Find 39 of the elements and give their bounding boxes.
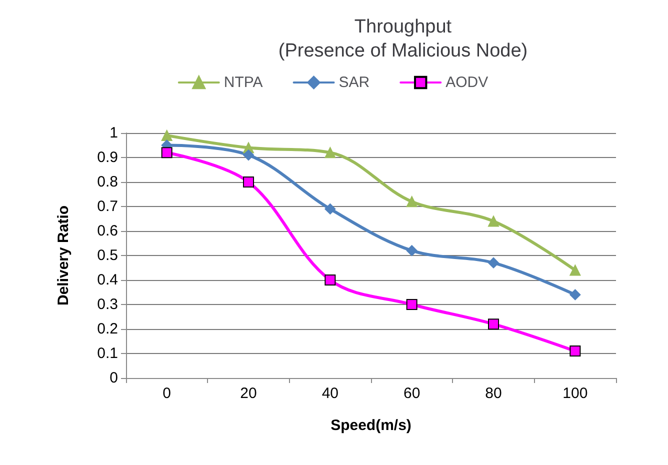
point	[406, 299, 418, 310]
point	[488, 216, 499, 227]
point	[488, 318, 499, 330]
point	[243, 150, 254, 161]
x-tick-label: 100	[562, 385, 588, 402]
point	[161, 147, 172, 158]
y-tick-label: 0.5	[97, 247, 118, 264]
y-axis-title: Delivery Ratio	[55, 205, 72, 306]
y-tick-label: 0	[110, 370, 118, 386]
point	[243, 176, 254, 188]
x-axis-title: Speed(m/s)	[330, 417, 412, 434]
point	[161, 130, 172, 141]
x-tick-label: 40	[322, 385, 339, 402]
y-tick-label: 0.2	[97, 320, 118, 338]
chart-title: Throughput (Presence of Malicious Node)	[278, 16, 528, 62]
y-tick-label: 0.4	[97, 272, 118, 288]
point	[488, 257, 499, 268]
point	[570, 264, 581, 276]
legend-label: NTPA	[224, 74, 263, 91]
point	[570, 346, 581, 357]
x-tick-label: 80	[485, 385, 502, 402]
y-tick-label: 0.7	[97, 198, 118, 215]
x-tick-label: 20	[240, 385, 257, 402]
point	[406, 245, 418, 256]
legend-label: SAR	[338, 74, 370, 91]
y-tick-label: 0.1	[97, 345, 118, 362]
point	[324, 203, 336, 214]
y-tick-label: 0.9	[97, 149, 118, 166]
point	[406, 196, 418, 208]
y-tick-label: 0.3	[97, 296, 118, 313]
y-tick-label: 0.6	[97, 222, 118, 240]
point	[570, 289, 581, 300]
y-tick-label: 0.8	[97, 174, 118, 190]
point	[324, 147, 336, 158]
point	[324, 274, 336, 286]
x-tick-label: 0	[162, 385, 172, 402]
y-tick-label: 1	[110, 124, 118, 142]
legend-label: AODV	[446, 74, 488, 91]
x-tick-label: 60	[403, 385, 420, 402]
